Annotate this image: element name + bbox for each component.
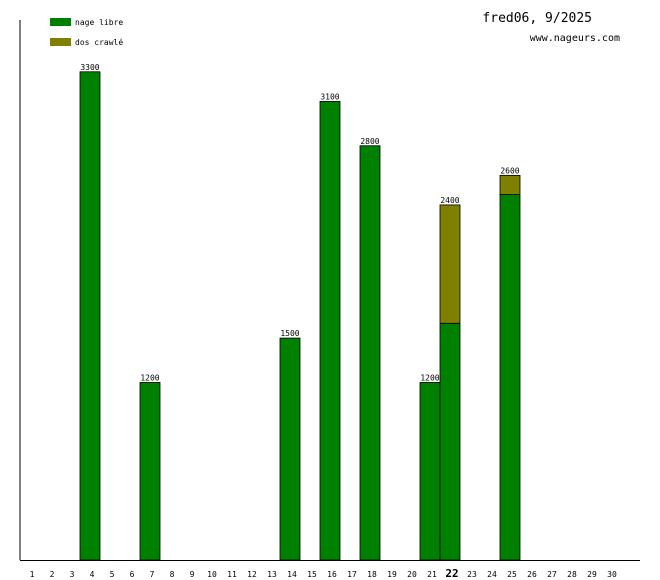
bar-day-7-nage-libre <box>139 382 161 561</box>
x-tick-label-21: 21 <box>427 570 437 579</box>
x-tick-label-18: 18 <box>367 570 377 579</box>
bar-day-22-nage-libre <box>439 322 461 561</box>
x-tick-label-14: 14 <box>287 570 297 579</box>
bar-day-16-nage-libre <box>319 100 341 561</box>
x-tick-label-4: 4 <box>90 570 95 579</box>
bar-day-25-nage-libre <box>499 194 521 561</box>
x-tick-label-27: 27 <box>547 570 557 579</box>
x-tick-label-6: 6 <box>130 570 135 579</box>
bar-day-22-dos-crawle <box>439 204 461 324</box>
data-label-day-7: 1200 <box>140 373 159 382</box>
legend-label-nage-libre: nage libre <box>75 18 123 27</box>
x-tick-label-20: 20 <box>407 570 417 579</box>
bar-day-25-dos-crawle <box>499 174 521 195</box>
legend-label-dos-crawle: dos crawlé <box>75 37 123 47</box>
chart-title: fred06, 9/2025 <box>482 11 592 26</box>
x-tick-label-8: 8 <box>170 570 175 579</box>
x-tick-label-10: 10 <box>207 570 217 579</box>
x-tick-label-1: 1 <box>30 570 35 579</box>
x-tick-label-5: 5 <box>110 570 115 579</box>
bars: 3300 1200 1500 3100 2800 1200 2400 2600 <box>79 63 521 561</box>
x-tick-label-3: 3 <box>70 570 75 579</box>
x-tick-label-11: 11 <box>227 570 237 579</box>
x-tick-label-12: 12 <box>247 570 257 579</box>
x-tick-label-7: 7 <box>150 570 155 579</box>
x-tick-label-2: 2 <box>50 570 55 579</box>
x-tick-label-23: 23 <box>467 570 477 579</box>
x-tick-label-30: 30 <box>607 570 617 579</box>
x-tick-label-22: 22 <box>445 567 458 580</box>
bar-day-21-nage-libre <box>419 382 441 561</box>
data-label-day-18: 2800 <box>360 137 379 146</box>
x-tick-label-17: 17 <box>347 570 357 579</box>
data-label-day-22: 2400 <box>440 196 459 205</box>
data-label-day-16: 3100 <box>320 92 339 101</box>
x-tick-label-26: 26 <box>527 570 537 579</box>
legend-swatch-nage-libre <box>50 18 71 26</box>
x-tick-label-15: 15 <box>307 570 317 579</box>
data-label-day-4: 3300 <box>80 63 99 72</box>
x-tick-label-9: 9 <box>190 570 195 579</box>
bar-day-4-nage-libre <box>79 71 101 561</box>
bar-day-18-nage-libre <box>359 145 381 561</box>
x-tick-labels: 1 2 3 4 5 6 7 8 9 10 11 12 13 14 15 16 17 18 19 20 21 22 23 24 2… <box>30 567 617 580</box>
axes <box>19 20 640 561</box>
data-label-day-25: 2600 <box>500 166 519 175</box>
site-url: www.nageurs.com <box>530 33 620 44</box>
data-label-day-14: 1500 <box>280 329 299 338</box>
legend-swatch-dos-crawle <box>50 38 71 46</box>
x-tick-label-16: 16 <box>327 570 337 579</box>
x-tick-label-13: 13 <box>267 570 277 579</box>
x-tick-label-19: 19 <box>387 570 397 579</box>
x-tick-label-25: 25 <box>507 570 517 579</box>
x-tick-label-24: 24 <box>487 570 497 579</box>
x-tick-label-28: 28 <box>567 570 577 579</box>
legend: nage libre dos crawlé <box>50 18 123 47</box>
x-tick-label-29: 29 <box>587 570 597 579</box>
bar-day-14-nage-libre <box>279 337 301 561</box>
data-label-day-21: 1200 <box>420 373 439 382</box>
